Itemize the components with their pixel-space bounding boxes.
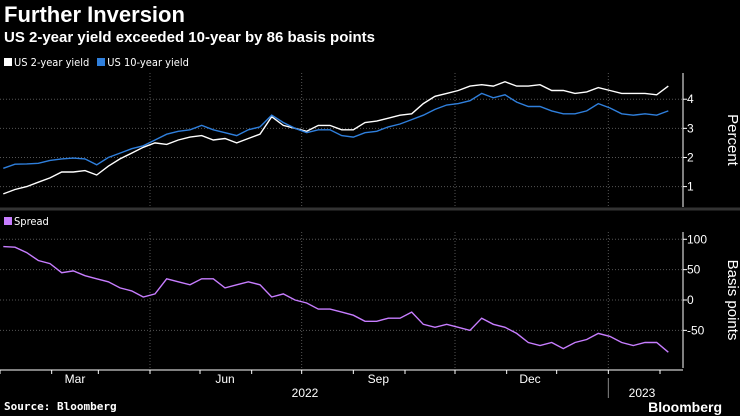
- x-tick-label: Sep: [368, 372, 390, 386]
- bottom-legend: Spread: [4, 215, 49, 228]
- legend-label-spread: Spread: [14, 215, 49, 228]
- y-tick-label: 0: [687, 293, 694, 307]
- brand-logo: Bloomberg: [648, 399, 722, 415]
- y-tick-label: -50: [687, 323, 705, 337]
- legend-swatch-spread: [4, 217, 12, 225]
- y-tick-label: 3: [687, 121, 694, 135]
- x-year-label: 2022: [292, 386, 319, 400]
- legend-swatch-2y: [4, 58, 12, 66]
- legend-swatch-10y: [97, 58, 106, 66]
- y-axis-label: Percent: [724, 114, 740, 167]
- chart-title: Further Inversion: [4, 2, 185, 27]
- legend-item-2y: US 2-year yield: [4, 56, 89, 69]
- x-tick-label: Dec: [519, 372, 540, 386]
- series-line-spread: [3, 245, 669, 353]
- x-tick-label: Mar: [65, 372, 86, 386]
- x-year-label: 2023: [629, 386, 656, 400]
- y-tick-label: 100: [687, 232, 707, 246]
- series-line-us-10-year-yield: [3, 92, 669, 169]
- source-note: Source: Bloomberg: [4, 400, 117, 413]
- y-tick-label: 4: [687, 92, 694, 106]
- top-legend: US 2-year yield US 10-year yield: [4, 56, 189, 69]
- legend-item-10y: US 10-year yield: [97, 56, 189, 69]
- y-tick-label: 50: [687, 263, 701, 277]
- legend-label-10y: US 10-year yield: [107, 56, 189, 69]
- chart-subtitle: US 2-year yield exceeded 10-year by 86 b…: [4, 29, 376, 46]
- y-axis-label: Basis points: [724, 260, 740, 341]
- x-tick-label: Jun: [215, 372, 234, 386]
- series-line-us-2-year-yield: [3, 80, 669, 195]
- y-tick-label: 2: [687, 150, 694, 164]
- legend-label-2y: US 2-year yield: [14, 56, 90, 69]
- legend-item-spread: Spread: [4, 215, 49, 228]
- y-tick-label: 1: [687, 180, 694, 194]
